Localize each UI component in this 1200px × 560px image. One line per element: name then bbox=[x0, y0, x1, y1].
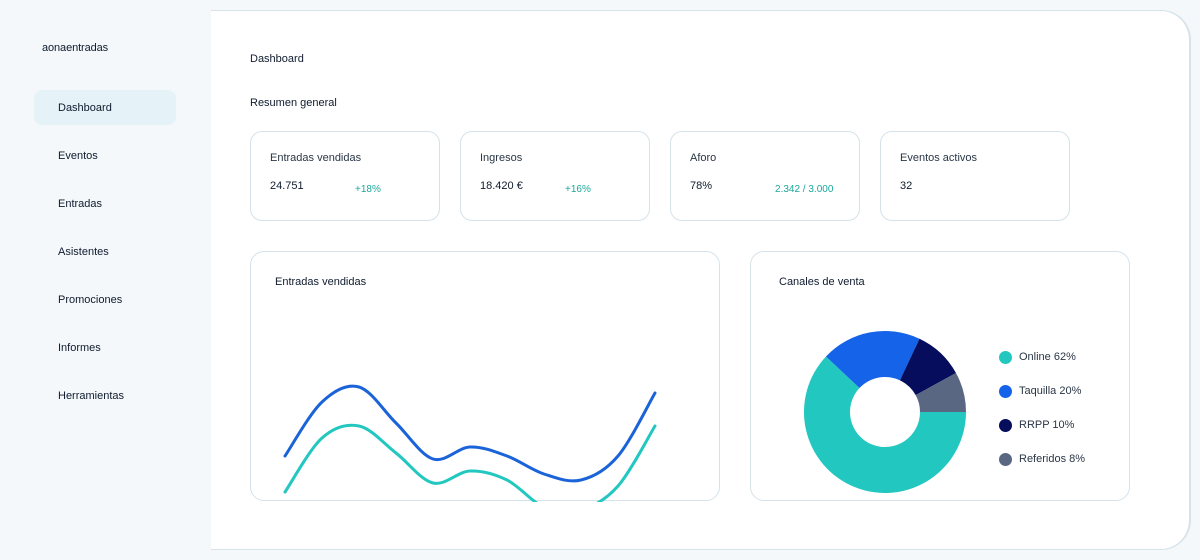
sidebar-item-dashboard[interactable]: Dashboard bbox=[34, 90, 176, 125]
legend-label: Taquilla 20% bbox=[1019, 385, 1082, 397]
section-title: Resumen general bbox=[250, 97, 337, 109]
line-series-0 bbox=[283, 384, 657, 483]
donut-chart-card: Canales de venta Online 62% Taquilla 20%… bbox=[750, 251, 1130, 501]
sidebar: aonaentradas Dashboard Eventos Entradas … bbox=[0, 0, 211, 560]
kpi-value: 32 bbox=[900, 180, 913, 192]
line-chart bbox=[283, 384, 657, 502]
line-series-1 bbox=[283, 423, 657, 502]
donut-slice-taquilla[interactable] bbox=[825, 331, 920, 389]
sidebar-item-eventos[interactable]: Eventos bbox=[58, 149, 98, 162]
brand-logo[interactable]: aonaentradas bbox=[42, 42, 109, 54]
legend-swatch bbox=[999, 452, 1012, 466]
line-chart-card: Entradas vendidas bbox=[250, 251, 720, 502]
kpi-card-entradas[interactable]: Entradas vendidas 24.751 +18% bbox=[250, 131, 440, 221]
legend-label: Referidos 8% bbox=[1019, 453, 1086, 465]
page-title: Dashboard bbox=[250, 53, 304, 65]
chart-legend: Online 62% Taquilla 20% RRPP 10% Referid… bbox=[999, 340, 1085, 476]
donut-chart bbox=[804, 331, 966, 493]
main-panel: Dashboard Resumen general Entradas vendi… bbox=[211, 10, 1191, 550]
legend-swatch bbox=[999, 384, 1012, 398]
donut-slice-rrpp[interactable] bbox=[899, 338, 956, 396]
legend-item: RRPP 10% bbox=[999, 408, 1085, 442]
legend-swatch bbox=[999, 418, 1012, 432]
sidebar-item-herramientas[interactable]: Herramientas bbox=[58, 389, 125, 402]
legend-item: Referidos 8% bbox=[999, 442, 1085, 476]
kpi-card-aforo[interactable]: Aforo 78% 2.342 / 3.000 bbox=[670, 131, 860, 221]
kpi-delta: +18% bbox=[355, 184, 381, 195]
kpi-delta: 2.342 / 3.000 bbox=[775, 184, 834, 195]
kpi-delta: +16% bbox=[565, 184, 591, 195]
kpi-value: 18.420 € bbox=[480, 180, 523, 192]
sidebar-item-promociones[interactable]: Promociones bbox=[58, 293, 123, 306]
legend-item: Taquilla 20% bbox=[999, 374, 1085, 408]
sidebar-item-asistentes[interactable]: Asistentes bbox=[58, 245, 109, 258]
legend-swatch bbox=[999, 350, 1012, 364]
sidebar-item-entradas[interactable]: Entradas bbox=[58, 197, 103, 210]
donut-slice-online[interactable] bbox=[804, 356, 966, 493]
kpi-value: 78% bbox=[690, 180, 713, 192]
kpi-value: 24.751 bbox=[270, 180, 304, 192]
legend-label: Online 62% bbox=[1019, 351, 1076, 363]
kpi-label: Eventos activos bbox=[900, 152, 978, 164]
chart-title: Canales de venta bbox=[779, 276, 865, 288]
donut-slice-referidos[interactable] bbox=[915, 372, 966, 412]
legend-item: Online 62% bbox=[999, 340, 1085, 374]
legend-label: RRPP 10% bbox=[1019, 419, 1075, 431]
kpi-card-ingresos[interactable]: Ingresos 18.420 € +16% bbox=[460, 131, 650, 221]
kpi-label: Entradas vendidas bbox=[270, 152, 362, 164]
kpi-label: Ingresos bbox=[480, 152, 523, 164]
chart-title: Entradas vendidas bbox=[275, 276, 367, 288]
kpi-card-eventos-activos[interactable]: Eventos activos 32 bbox=[880, 131, 1070, 221]
sidebar-nav: Dashboard Eventos Entradas Asistentes Pr… bbox=[34, 90, 176, 426]
kpi-label: Aforo bbox=[690, 152, 717, 164]
sidebar-item-informes[interactable]: Informes bbox=[58, 341, 101, 354]
